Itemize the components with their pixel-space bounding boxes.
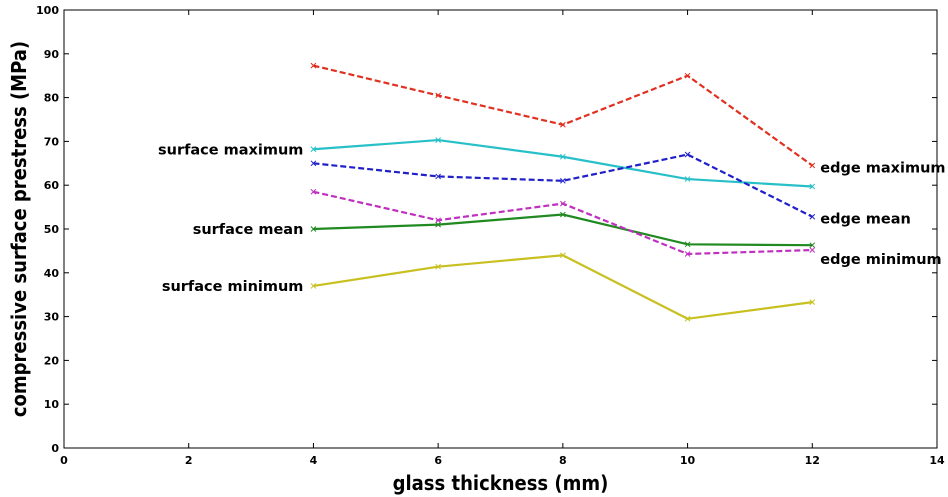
data-point-edge-mean: [560, 177, 566, 184]
data-point-edge-minimum: [809, 247, 816, 253]
data-point-edge-minimum: [435, 217, 441, 224]
data-point-edge-maximum: [310, 62, 317, 69]
x-tick-label: 0: [60, 454, 68, 467]
data-point-edge-minimum: [310, 188, 317, 195]
data-point-surface-mean: [809, 242, 816, 249]
data-point-edge-mean: [435, 173, 441, 180]
x-tick-label: 2: [185, 454, 193, 467]
series-label-edge-maximum: edge maximum: [820, 160, 945, 176]
y-tick-label: 10: [44, 398, 60, 411]
series-label-surface-maximum: surface maximum: [158, 142, 303, 158]
data-point-edge-maximum: [435, 92, 441, 99]
data-point-surface-minimum: [560, 252, 566, 259]
x-tick-label: 6: [434, 454, 442, 467]
axis-ticks: 0 2 4 6 8 10 12 14 0 10 20 30 40 50 60 70 80 90 100: [36, 4, 945, 467]
y-tick-label: 60: [44, 179, 60, 192]
data-point-surface-mean: [435, 221, 441, 228]
data-point-surface-mean: [560, 211, 566, 218]
data-point-surface-maximum: [684, 176, 691, 182]
x-tick-label: 12: [805, 454, 820, 467]
x-axis-title: glass thickness (mm): [393, 471, 609, 495]
data-point-edge-maximum: [684, 72, 691, 79]
y-tick-label: 80: [44, 92, 60, 105]
data-point-edge-minimum: [560, 200, 566, 207]
data-point-surface-minimum: [809, 299, 816, 305]
x-tick-label: 14: [929, 454, 945, 467]
plot-area: [63, 9, 938, 449]
data-point-edge-mean: [310, 160, 317, 167]
data-point-edge-maximum: [560, 121, 566, 128]
data-point-edge-mean: [809, 213, 816, 220]
x-tick-label: 4: [310, 454, 318, 467]
data-point-surface-maximum: [435, 137, 441, 143]
data-point-surface-maximum: [809, 183, 816, 190]
series-lines: [310, 62, 816, 322]
data-point-surface-minimum: [435, 263, 441, 270]
series-label-edge-mean: edge mean: [820, 212, 911, 228]
data-point-surface-mean: [684, 241, 691, 248]
data-point-surface-mean: [310, 226, 317, 232]
series-line-edge-mean: [313, 153, 813, 218]
y-tick-label: 50: [44, 223, 60, 236]
y-tick-label: 30: [44, 311, 60, 324]
x-tick-label: 10: [680, 454, 696, 467]
y-tick-label: 70: [44, 135, 60, 148]
y-tick-label: 20: [44, 354, 60, 367]
series-labels: edge maximum surface maximum edge mean surf…: [158, 142, 946, 295]
y-tick-label: 0: [51, 442, 59, 455]
y-tick-label: 90: [44, 48, 60, 61]
data-point-edge-maximum: [809, 162, 816, 169]
x-tick-label: 8: [559, 454, 567, 467]
series-label-surface-minimum: surface minimum: [162, 279, 304, 295]
series-label-edge-minimum: edge minimum: [820, 252, 941, 268]
data-point-surface-minimum: [684, 315, 691, 322]
y-axis-title: compressive surface prestress (MPa): [7, 41, 31, 417]
data-point-surface-maximum: [560, 153, 566, 160]
series-label-surface-mean: surface mean: [193, 222, 304, 238]
y-tick-label: 40: [44, 267, 60, 280]
data-point-edge-mean: [684, 151, 691, 158]
data-point-surface-minimum: [310, 283, 317, 289]
data-point-edge-minimum: [684, 251, 691, 257]
y-tick-label: 100: [36, 4, 59, 17]
data-point-surface-maximum: [310, 146, 317, 153]
